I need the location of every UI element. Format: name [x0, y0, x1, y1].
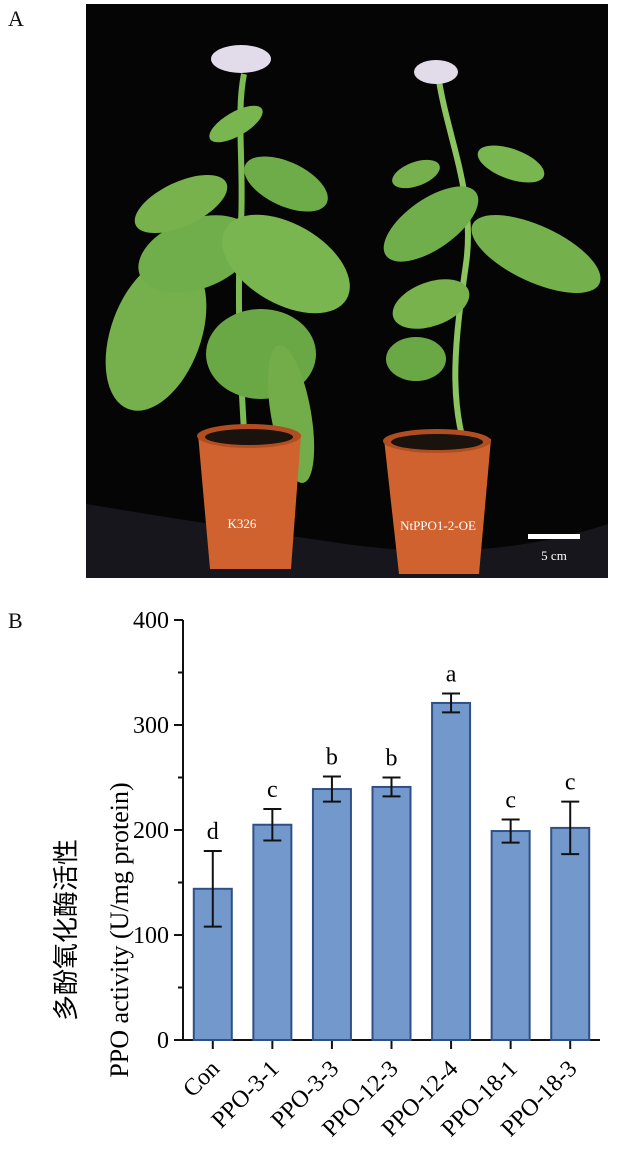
- bar: [371, 785, 412, 1041]
- y-tick-label: 0: [157, 1028, 169, 1054]
- significance-letter: a: [446, 662, 457, 688]
- significance-letter: c: [565, 770, 576, 796]
- scale-bar: [528, 534, 580, 539]
- x-tick-label: Con: [178, 1056, 225, 1103]
- y-tick-label: 200: [133, 818, 169, 844]
- significance-letter: b: [386, 746, 398, 772]
- bar: [490, 830, 531, 1041]
- bar: [311, 788, 352, 1041]
- y-tick-label: 400: [133, 608, 169, 634]
- plant-photo: 5 cm K326 NtPPO1-2-OE: [86, 4, 608, 578]
- ppo-activity-chart: 多酚氧化酶活性 PPO activity (U/mg protein) 0 100…: [52, 608, 600, 1142]
- scale-bar-label: 5 cm: [541, 548, 567, 563]
- significance-letter: d: [207, 819, 219, 845]
- panel-a-label: A: [8, 6, 24, 31]
- plant-left-label: K326: [228, 516, 257, 531]
- significance-letter: c: [267, 777, 278, 803]
- significance-letter: c: [505, 788, 516, 814]
- y-axis-title-chinese: 多酚氧化酶活性: [52, 839, 81, 1021]
- bar: [550, 826, 591, 1041]
- plant-ntppo1-2-oe: [383, 60, 601, 574]
- panel-b-label: B: [8, 608, 23, 633]
- plant-right-label: NtPPO1-2-OE: [400, 518, 476, 533]
- y-tick-label: 300: [133, 713, 169, 739]
- y-axis-title: PPO activity (U/mg protein): [105, 782, 134, 1077]
- bar: [431, 701, 472, 1041]
- plant-k326: [105, 45, 350, 569]
- significance-letter: b: [326, 744, 338, 770]
- y-tick-label: 100: [133, 923, 169, 949]
- bar: [252, 823, 293, 1041]
